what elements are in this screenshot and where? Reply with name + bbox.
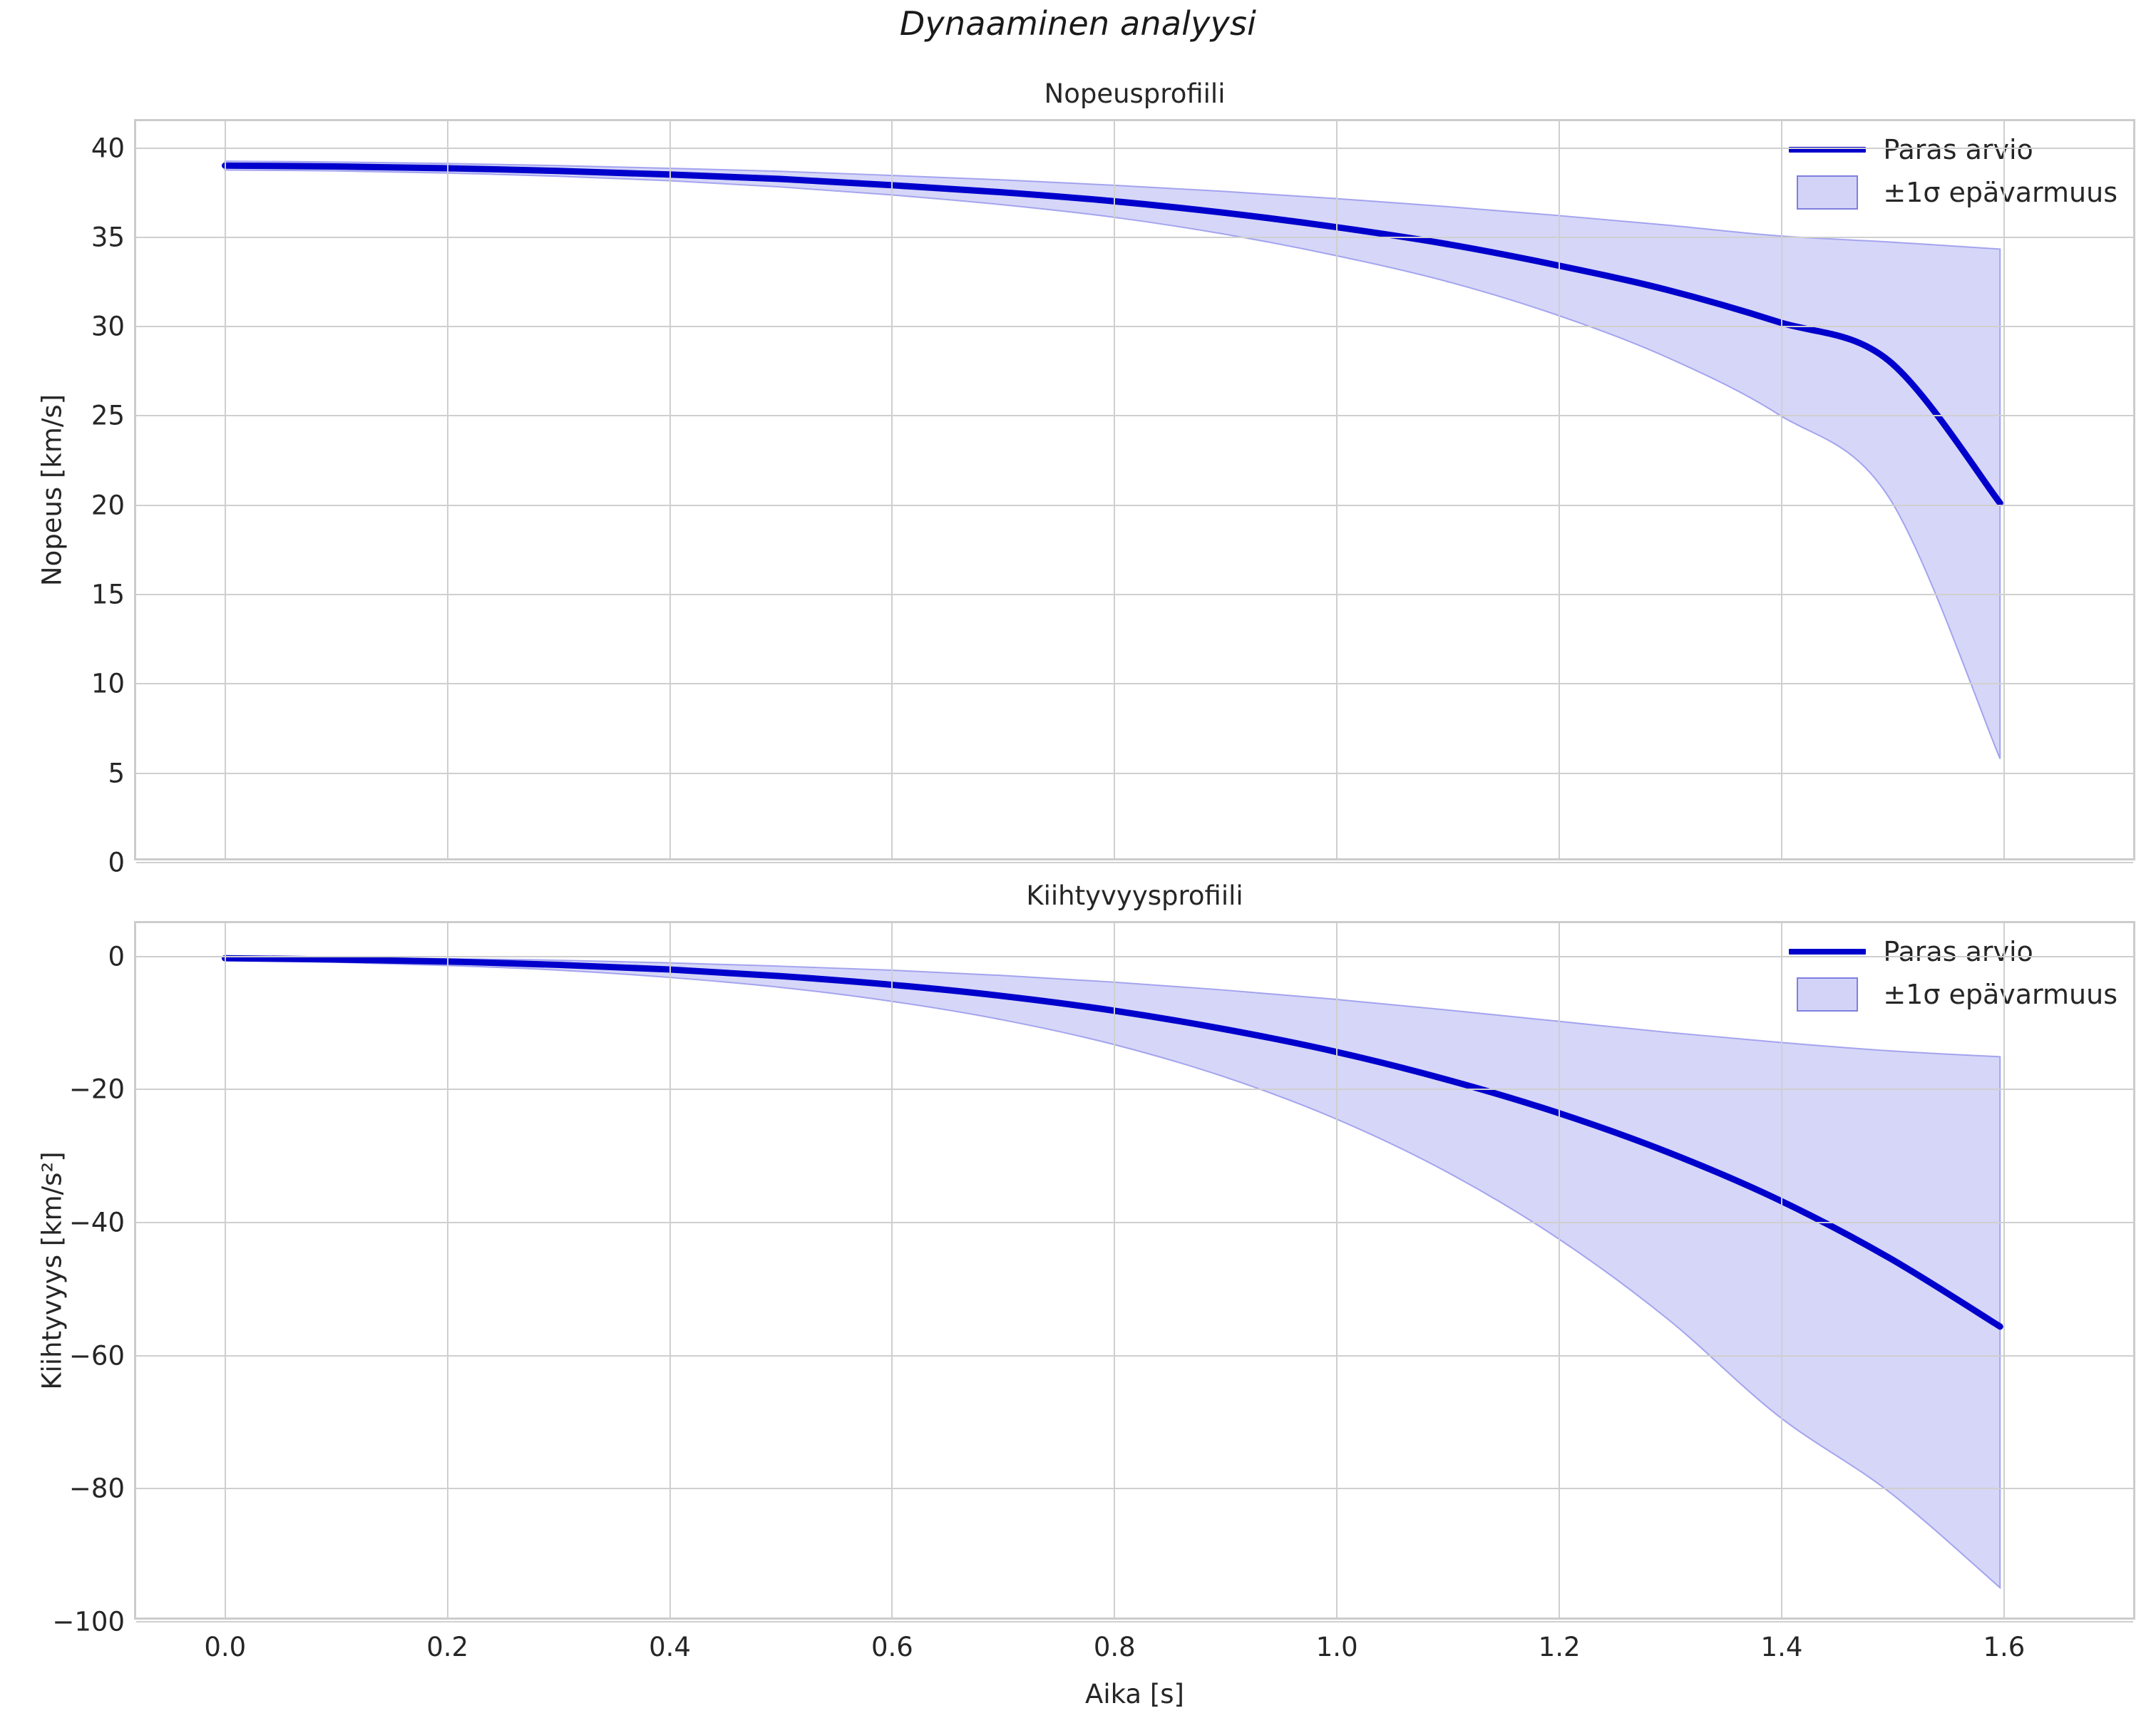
y-tick-label: −60 (68, 1340, 125, 1372)
x-tick-label: 1.2 (1538, 1632, 1581, 1662)
gridline-vertical (1559, 121, 1561, 858)
x-tick-label: 0.0 (204, 1632, 247, 1662)
gridline-vertical (1114, 121, 1116, 858)
gridline-horizontal (136, 1621, 2133, 1622)
legend-label-best-estimate: Paras arvio (1883, 936, 2033, 967)
y-tick-label: −40 (68, 1207, 125, 1238)
y-tick-label: 5 (108, 758, 125, 789)
gridline-vertical (1114, 923, 1116, 1618)
y-tick-label: 35 (91, 222, 125, 253)
best-estimate-line (222, 162, 2003, 507)
legend-entry-best-estimate: Paras arvio (1787, 936, 2118, 967)
y-tick-label: 40 (91, 133, 125, 164)
gridline-vertical (1559, 923, 1561, 1618)
gridline-horizontal (136, 594, 2133, 596)
gridline-vertical (1336, 923, 1338, 1618)
y-tick-label: 20 (91, 490, 125, 521)
gridline-horizontal (136, 326, 2133, 328)
legend-label-best-estimate: Paras arvio (1883, 134, 2033, 165)
gridline-horizontal (136, 683, 2133, 685)
gridline-vertical (446, 121, 448, 858)
gridline-vertical (2003, 923, 2005, 1618)
gridline-horizontal (136, 236, 2133, 238)
gridline-horizontal (136, 955, 2133, 957)
gridline-horizontal (136, 772, 2133, 774)
gridline-vertical (446, 923, 448, 1618)
y-tick-label: 10 (91, 668, 125, 699)
y-tick-label: 30 (91, 311, 125, 342)
gridline-vertical (891, 121, 893, 858)
plot-area-velocity (222, 160, 2003, 759)
x-tick-label: 0.2 (426, 1632, 469, 1662)
legend-entry-uncertainty: ±1σ epävarmuus (1787, 977, 2118, 1012)
best-estimate-line (222, 955, 2003, 1330)
y-tick-label: 15 (91, 579, 125, 610)
y-axis-label-acceleration: Kiihtyvyys [km/s²] (36, 1151, 68, 1390)
gridline-horizontal (136, 1089, 2133, 1091)
y-tick-label: −80 (68, 1473, 125, 1504)
gridline-vertical (1780, 923, 1782, 1618)
gridline-vertical (224, 121, 226, 858)
legend-line-swatch (1787, 147, 1867, 153)
legend-patch-swatch (1787, 175, 1867, 210)
uncertainty-band (224, 160, 2001, 759)
y-tick-label: −100 (52, 1606, 125, 1637)
x-tick-label: 0.6 (871, 1632, 913, 1662)
gridline-horizontal (136, 1488, 2133, 1490)
legend-label-uncertainty: ±1σ epävarmuus (1883, 177, 2118, 208)
legend-entry-uncertainty: ±1σ epävarmuus (1787, 175, 2118, 210)
y-tick-label: 0 (108, 847, 125, 878)
legend-patch-swatch (1787, 977, 1867, 1012)
axes-velocity: Nopeus [km/s] Paras arvio ±1σ epävarmuus… (37, 119, 2135, 878)
legend-acceleration: Paras arvio ±1σ epävarmuus (1777, 926, 2130, 1022)
gridline-vertical (1780, 121, 1782, 858)
y-tick-label: 0 (108, 941, 125, 972)
legend-velocity: Paras arvio ±1σ epävarmuus (1777, 124, 2130, 220)
gridline-horizontal (136, 1222, 2133, 1223)
gridline-horizontal (136, 504, 2133, 506)
panel-title-velocity: Nopeusprofiili (1044, 78, 1226, 109)
gridline-horizontal (136, 1354, 2133, 1357)
gridline-vertical (224, 923, 226, 1618)
gridline-vertical (2003, 121, 2005, 858)
figure-suptitle: Dynaaminen analyysi (899, 4, 1257, 43)
gridline-horizontal (136, 147, 2133, 149)
x-tick-label: 1.0 (1315, 1632, 1358, 1662)
y-tick-label: −20 (68, 1074, 125, 1105)
gridline-vertical (891, 923, 893, 1618)
legend-label-uncertainty: ±1σ epävarmuus (1883, 979, 2118, 1010)
gridline-horizontal (136, 415, 2133, 417)
uncertainty-band (224, 956, 2001, 1590)
gridline-vertical (669, 923, 671, 1618)
legend-entry-best-estimate: Paras arvio (1787, 134, 2118, 165)
gridline-vertical (669, 121, 671, 858)
x-tick-label: 1.6 (1983, 1632, 2026, 1662)
x-tick-label: 0.8 (1093, 1632, 1136, 1662)
x-axis-label: Aika [s] (1085, 1679, 1184, 1709)
x-tick-label: 1.4 (1760, 1632, 1803, 1662)
y-axis-label-velocity: Nopeus [km/s] (36, 394, 68, 587)
axes-acceleration: Kiihtyvyys [km/s²] Paras arvio ±1σ epäva… (37, 921, 2135, 1662)
gridline-horizontal (136, 862, 2133, 863)
x-tick-label: 0.4 (649, 1632, 691, 1662)
panel-title-acceleration: Kiihtyvyysprofiili (1026, 880, 1243, 911)
legend-line-swatch (1787, 949, 1867, 955)
y-tick-label: 25 (91, 400, 125, 431)
gridline-vertical (1336, 121, 1338, 858)
plot-area-acceleration (222, 955, 2003, 1590)
